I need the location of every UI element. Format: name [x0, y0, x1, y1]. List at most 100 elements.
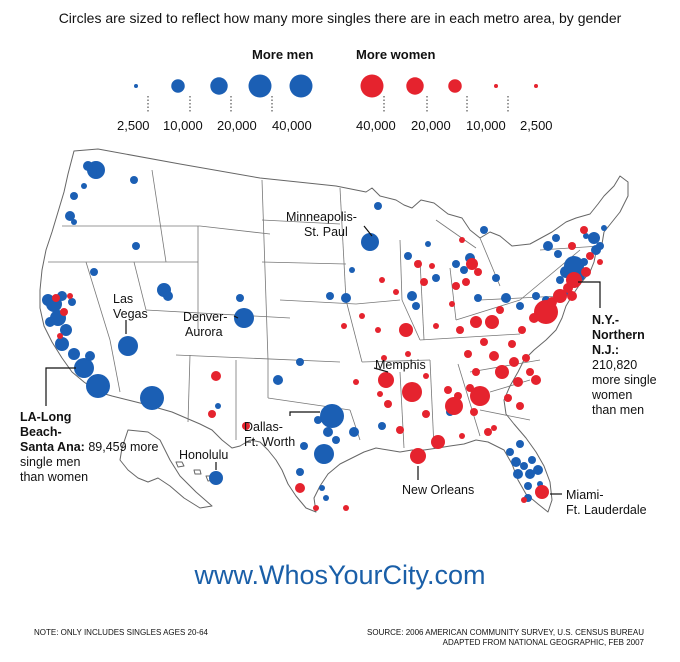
women-circle-40	[449, 301, 455, 307]
women-circle-51	[566, 272, 582, 288]
callout-la-name-2: Beach-	[20, 425, 62, 439]
leader-dallas	[289, 411, 320, 416]
leader-lines	[45, 225, 601, 495]
label-las-vegas-2: Vegas	[113, 307, 148, 321]
legend-women-circle-small	[534, 84, 538, 88]
women-circle-54	[586, 252, 594, 260]
women-circle-62	[429, 263, 435, 269]
women-circle-34	[513, 377, 523, 387]
men-circle-73	[601, 225, 607, 231]
men-circle-25	[163, 291, 173, 301]
women-circle-4	[211, 371, 221, 381]
men-circle-1	[83, 161, 93, 171]
men-circle-30	[273, 375, 283, 385]
callout-ny-detail-1: 210,820	[592, 358, 638, 372]
label-las-vegas-1: Las	[113, 292, 134, 306]
legend-women-circle-2,500	[494, 84, 498, 88]
women-circle-5	[208, 410, 216, 418]
label-minneapolis-2: St. Paul	[304, 225, 348, 239]
women-circle-26	[470, 386, 490, 406]
source-line-1: SOURCE: 2006 AMERICAN COMMUNITY SURVEY, …	[367, 628, 644, 637]
women-circle-55	[597, 259, 603, 265]
callout-la: LA-Long Beach- Santa Ana: 89,459 more si…	[20, 410, 159, 485]
women-circle-7	[295, 483, 305, 493]
women-circle-23	[454, 392, 462, 400]
men-circle-13	[45, 317, 55, 327]
women-circle-38	[491, 425, 497, 431]
men-circle-61	[532, 292, 540, 300]
label-minneapolis: Minneapolis- St. Paul	[286, 210, 357, 240]
men-circle-82	[520, 462, 528, 470]
legend-men-title: More men	[252, 47, 314, 62]
men-circle-80	[524, 482, 532, 490]
men-circle-15	[68, 298, 76, 306]
women-circle-63	[420, 278, 428, 286]
men-circle-38	[349, 427, 359, 437]
men-circle-48	[404, 252, 412, 260]
men-circle-8	[132, 242, 140, 250]
men-circles	[42, 161, 607, 502]
men-circle-58	[480, 226, 488, 234]
women-circle-11	[359, 313, 365, 319]
men-circle-49	[407, 291, 417, 301]
label-denver-2: Aurora	[185, 325, 223, 339]
men-circle-69	[580, 258, 588, 266]
women-circle-41	[456, 326, 464, 334]
men-circle-17	[55, 337, 69, 351]
callout-la-detail-1: 89,459 more	[88, 440, 159, 454]
women-circle-8	[313, 505, 319, 511]
men-circle-74	[552, 234, 560, 242]
women-circle-70	[508, 340, 516, 348]
women-circle-0	[52, 294, 60, 302]
leader-denver	[233, 315, 239, 319]
women-circle-31	[522, 354, 530, 362]
legend-women-label-40000: 40,000	[356, 118, 396, 133]
men-circle-54	[460, 266, 468, 274]
women-circle-44	[496, 306, 504, 314]
men-circle-20	[86, 374, 110, 398]
men-circle-21	[85, 351, 95, 361]
men-circle-60	[516, 302, 524, 310]
women-circle-36	[516, 402, 524, 410]
women-circle-30	[509, 357, 519, 367]
men-circle-78	[511, 457, 521, 467]
women-circle-28	[489, 351, 499, 361]
men-circle-23	[140, 386, 164, 410]
site-url[interactable]: www.WhosYourCity.com	[194, 560, 486, 590]
women-circle-39	[433, 323, 439, 329]
men-circle-56	[474, 294, 482, 302]
men-circle-35	[314, 416, 322, 424]
men-circle-32	[320, 404, 344, 428]
callout-ny: N.Y.- Northern N.J.: 210,820 more single…	[592, 313, 657, 418]
label-miami-2: Ft. Lauderdale	[566, 503, 647, 517]
men-circle-28	[215, 403, 221, 409]
callout-la-name-3: Santa Ana:	[20, 440, 85, 454]
women-circle-73	[464, 350, 472, 358]
women-circle-76	[423, 373, 429, 379]
men-circle-4	[70, 192, 78, 200]
women-circle-61	[452, 282, 460, 290]
women-circle-20	[422, 410, 430, 418]
women-circle-59	[462, 278, 470, 286]
women-circle-19	[410, 448, 426, 464]
women-circle-37	[470, 408, 478, 416]
label-las-vegas: Las Vegas	[113, 292, 148, 322]
men-circle-19	[74, 358, 94, 378]
men-circle-42	[361, 233, 379, 251]
legend-women-circle-40,000	[360, 74, 384, 98]
men-circle-2	[96, 168, 104, 176]
men-circle-57	[492, 274, 500, 282]
men-circle-29	[209, 471, 223, 485]
men-circle-52	[425, 241, 431, 247]
men-circle-77	[506, 448, 514, 456]
men-circle-37	[332, 436, 340, 444]
legend-men-circle-2,500	[134, 84, 138, 88]
men-circle-59	[501, 293, 511, 303]
men-circle-46	[326, 292, 334, 300]
men-circle-83	[528, 456, 536, 464]
women-circle-6	[242, 422, 250, 430]
men-circle-81	[525, 469, 535, 479]
women-circle-10	[379, 277, 385, 283]
